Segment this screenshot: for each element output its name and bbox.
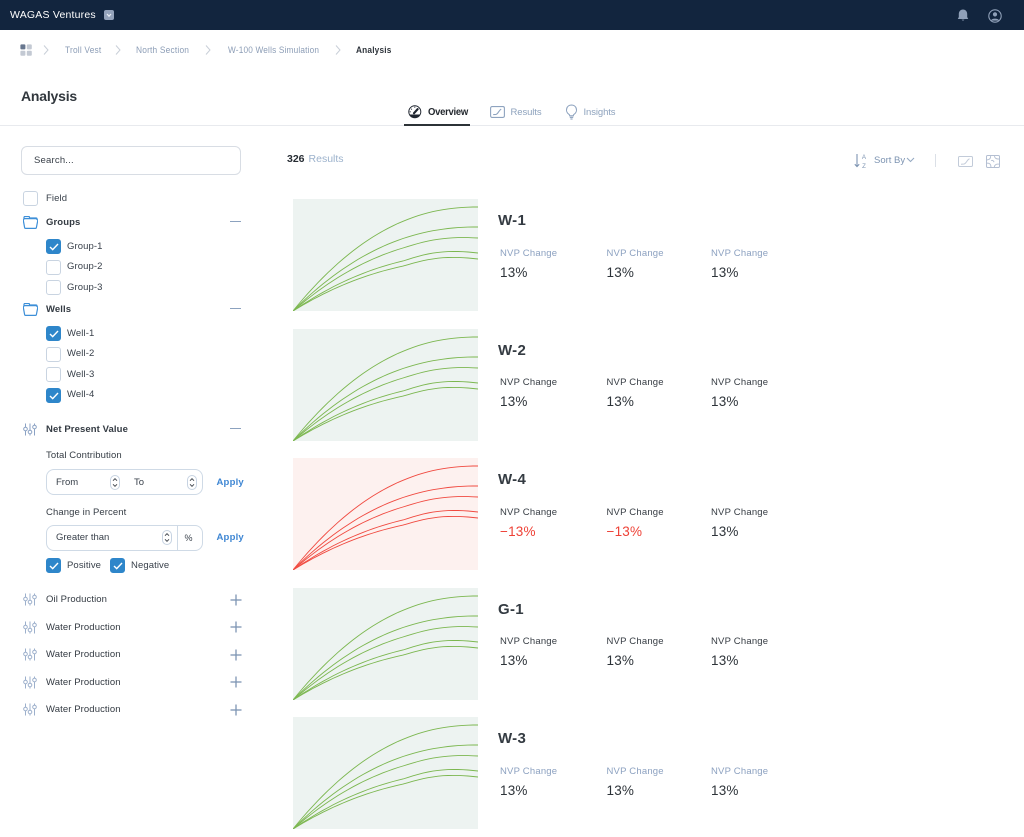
svg-text:Z: Z bbox=[862, 163, 866, 169]
svg-text:A: A bbox=[862, 154, 867, 161]
